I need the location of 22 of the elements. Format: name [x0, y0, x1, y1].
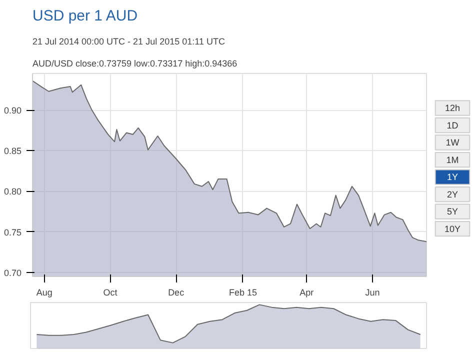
y-tick-label: 0.80 [4, 186, 22, 197]
text: 1W [446, 138, 460, 148]
y-tick-label: 0.70 [4, 268, 22, 278]
chart-subtitle: 21 Jul 2014 00:00 UTC - 21 Jul 2015 01:11 UTC [32, 36, 226, 46]
x-tick-label: Feb 15 [228, 288, 258, 298]
y-tick-label: 0.85 [4, 146, 22, 156]
text: 2Y [446, 189, 458, 200]
chart-title: USD per 1 AUD [32, 8, 138, 24]
y-tick-label: 0.75 [4, 227, 22, 238]
y-tick-label: 0.90 [4, 106, 22, 116]
x-tick-label: Dec [168, 288, 185, 298]
x-tick-label: Jun [365, 288, 380, 298]
x-tick-label: Aug [36, 288, 52, 298]
text: 1D [446, 120, 459, 130]
text: AUD/USD close:0.73759 low:0.73317 high:0.94366 [32, 58, 238, 68]
x-tick-label: Oct [103, 288, 118, 298]
text: 12h [444, 103, 460, 114]
text: 1Y [446, 172, 458, 182]
text: 10Y [444, 224, 461, 234]
x-tick-label: Apr [300, 288, 314, 298]
text: 1M [446, 154, 459, 165]
text: 5Y [446, 206, 458, 217]
